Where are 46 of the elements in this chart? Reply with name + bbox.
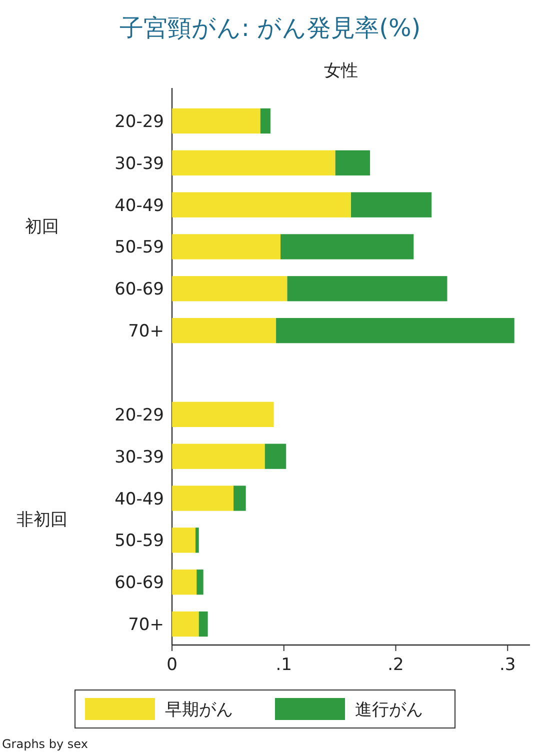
bar bbox=[280, 234, 414, 260]
bar bbox=[260, 108, 270, 134]
bar bbox=[172, 486, 234, 511]
bar bbox=[335, 150, 370, 176]
y-tick-label: 20-29 bbox=[114, 405, 164, 426]
text: 初回 bbox=[25, 216, 59, 237]
text: 非初回 bbox=[16, 510, 68, 530]
chart-title: 子宮頸がん: がん発見率(%) bbox=[119, 14, 421, 42]
y-tick-label: 60-69 bbox=[114, 573, 164, 594]
bar bbox=[195, 528, 199, 553]
y-tick-label: 70+ bbox=[128, 615, 164, 636]
legend-label: 早期がん bbox=[165, 700, 233, 720]
bar bbox=[172, 402, 274, 427]
chart-subtitle: 女性 bbox=[324, 61, 358, 81]
y-tick-label: 30-39 bbox=[114, 154, 164, 174]
bar bbox=[172, 108, 260, 134]
y-tick-label: 70+ bbox=[128, 322, 164, 342]
bar bbox=[198, 611, 208, 637]
bar bbox=[287, 276, 448, 302]
bar bbox=[172, 276, 288, 302]
bar bbox=[196, 570, 204, 595]
bar bbox=[172, 611, 199, 637]
x-tick-label: .3 bbox=[500, 655, 516, 675]
bar bbox=[276, 318, 514, 344]
y-tick-label: 60-69 bbox=[114, 280, 164, 300]
bar bbox=[234, 486, 246, 511]
bar bbox=[264, 444, 286, 469]
x-tick-label: 0 bbox=[166, 655, 178, 675]
bar bbox=[172, 444, 265, 469]
bar bbox=[172, 150, 336, 176]
y-tick-label: 40-49 bbox=[114, 196, 164, 216]
bar bbox=[351, 192, 432, 218]
y-tick-label: 40-49 bbox=[114, 489, 164, 510]
bar bbox=[172, 234, 281, 260]
bar bbox=[172, 570, 197, 595]
text: Graphs by sex bbox=[2, 737, 88, 751]
legend-label: 進行がん bbox=[355, 700, 423, 720]
y-tick-label: 20-29 bbox=[114, 112, 164, 132]
y-tick-label: 30-39 bbox=[114, 447, 164, 468]
y-tick-label: 50-59 bbox=[114, 531, 164, 552]
bar bbox=[172, 528, 196, 553]
bar bbox=[172, 318, 276, 344]
x-tick-label: .1 bbox=[276, 655, 292, 675]
bar bbox=[172, 192, 351, 218]
y-tick-label: 50-59 bbox=[114, 238, 164, 258]
x-tick-label: .2 bbox=[388, 655, 404, 675]
